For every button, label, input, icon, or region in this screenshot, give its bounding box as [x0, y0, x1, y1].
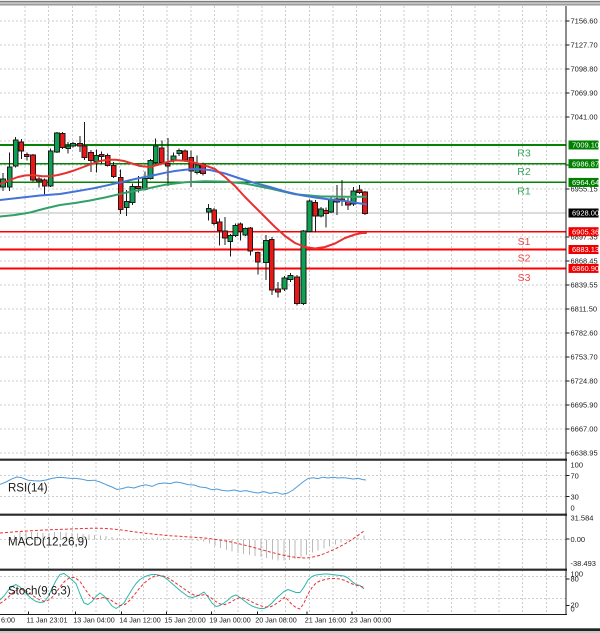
- svg-text:23 Jan 00:00: 23 Jan 00:00: [350, 615, 392, 624]
- svg-text:S2: S2: [518, 253, 531, 265]
- svg-text:7098.80: 7098.80: [571, 65, 598, 74]
- svg-text:6883.13: 6883.13: [572, 245, 599, 254]
- svg-text:6724.80: 6724.80: [571, 377, 598, 386]
- svg-text:Stoch(9,6,3): Stoch(9,6,3): [8, 586, 71, 598]
- svg-text:6964.64: 6964.64: [572, 178, 599, 187]
- svg-text:0: 0: [571, 503, 575, 512]
- svg-text:70: 70: [571, 471, 579, 480]
- svg-text:MACD(12,26,9): MACD(12,26,9): [8, 537, 88, 549]
- svg-text:6868.45: 6868.45: [571, 257, 598, 266]
- svg-text:7156.60: 7156.60: [571, 17, 598, 26]
- svg-text:R1: R1: [517, 186, 531, 198]
- svg-text:21 Jan 16:00: 21 Jan 16:00: [305, 615, 347, 624]
- svg-text:R3: R3: [517, 148, 531, 160]
- svg-text:14 Jan 12:00: 14 Jan 12:00: [119, 615, 161, 624]
- svg-text:6986.87: 6986.87: [572, 159, 599, 168]
- svg-text:100: 100: [571, 460, 584, 469]
- svg-text:6667.00: 6667.00: [571, 425, 598, 434]
- svg-text:RSI(14): RSI(14): [8, 483, 48, 495]
- svg-text:7069.90: 7069.90: [571, 89, 598, 98]
- svg-text:6839.55: 6839.55: [571, 281, 598, 290]
- svg-text:6638.95: 6638.95: [571, 449, 598, 458]
- svg-text:6695.90: 6695.90: [571, 401, 598, 410]
- svg-text:-38.493: -38.493: [571, 559, 596, 568]
- svg-text:20 Jan 08:00: 20 Jan 08:00: [255, 615, 297, 624]
- svg-text:0: 0: [571, 604, 575, 613]
- svg-text:100: 100: [571, 570, 584, 579]
- svg-text:S3: S3: [518, 272, 531, 284]
- svg-text:15 Jan 20:00: 15 Jan 20:00: [164, 615, 206, 624]
- svg-text:80: 80: [571, 574, 579, 583]
- svg-text:6928.00: 6928.00: [572, 209, 599, 218]
- svg-text:19 Jan 00:00: 19 Jan 00:00: [209, 615, 251, 624]
- svg-text:6811.50: 6811.50: [571, 305, 598, 314]
- svg-text:7041.00: 7041.00: [571, 113, 598, 122]
- svg-text:6905.36: 6905.36: [572, 227, 599, 236]
- svg-text:31.584: 31.584: [571, 513, 594, 522]
- svg-text:7009.10: 7009.10: [572, 141, 599, 150]
- svg-text:0.00: 0.00: [571, 535, 586, 544]
- svg-text:7127.70: 7127.70: [571, 41, 598, 50]
- svg-text:13 Jan 04:00: 13 Jan 04:00: [73, 615, 115, 624]
- svg-text:6:00: 6:00: [1, 615, 15, 624]
- svg-text:6753.70: 6753.70: [571, 353, 598, 362]
- svg-text:R2: R2: [517, 166, 531, 178]
- svg-text:6955.15: 6955.15: [571, 185, 598, 194]
- svg-text:6860.90: 6860.90: [572, 264, 599, 273]
- svg-text:11 Jan 23:01: 11 Jan 23:01: [26, 615, 67, 624]
- svg-text:30: 30: [571, 492, 579, 501]
- svg-text:6782.60: 6782.60: [571, 329, 598, 338]
- svg-text:S1: S1: [518, 236, 531, 248]
- svg-text:20: 20: [571, 600, 579, 609]
- svg-text:6897.35: 6897.35: [571, 233, 598, 242]
